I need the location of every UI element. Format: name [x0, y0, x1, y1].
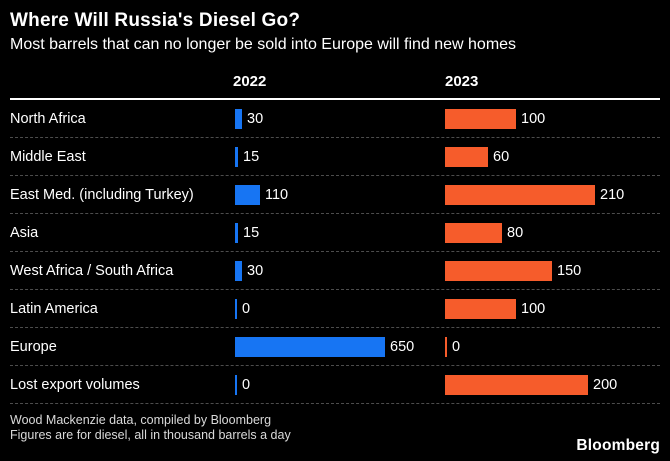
table-row: North Africa 30 100 [10, 100, 660, 138]
bar-2022 [235, 260, 242, 281]
row-label: Asia [10, 224, 39, 241]
bar-cell-2022: 30 [235, 100, 445, 137]
bar-cell-2023: 100 [445, 290, 660, 327]
page-subtitle: Most barrels that can no longer be sold … [10, 36, 517, 53]
bar-2023 [445, 336, 447, 357]
bar-value-2023: 210 [600, 186, 625, 203]
bar-2022 [235, 184, 260, 205]
source-note-line1: Wood Mackenzie data, compiled by Bloombe… [10, 413, 272, 427]
bar-cell-2023: 100 [445, 100, 660, 137]
bar-2022 [235, 108, 242, 129]
table-row: West Africa / South Africa 30 150 [10, 252, 660, 290]
bar-value-2023: 60 [493, 148, 510, 165]
bar-value-2022: 30 [247, 262, 264, 279]
page-title: Where Will Russia's Diesel Go? [10, 10, 301, 31]
bar-cell-2022: 0 [235, 366, 445, 403]
bar-table: North Africa 30 100 Middle East 15 60 Ea… [10, 98, 660, 404]
bar-2023 [445, 222, 502, 243]
bar-cell-2022: 650 [235, 328, 445, 365]
row-label: Europe [10, 338, 57, 355]
row-label: Latin America [10, 300, 98, 317]
bar-2022 [235, 298, 237, 319]
bar-cell-2023: 200 [445, 366, 660, 403]
row-label: West Africa / South Africa [10, 262, 174, 279]
bar-value-2023: 0 [452, 338, 461, 355]
bar-2023 [445, 298, 516, 319]
table-row: Middle East 15 60 [10, 138, 660, 176]
bar-value-2022: 110 [265, 186, 289, 203]
bar-value-2022: 30 [247, 110, 264, 127]
column-headers: 2022 2023 [0, 54, 670, 98]
table-row: Europe 650 0 [10, 328, 660, 366]
bar-value-2022: 15 [243, 148, 260, 165]
bar-cell-2022: 0 [235, 290, 445, 327]
bar-value-2023: 80 [507, 224, 524, 241]
bar-cell-2023: 210 [445, 176, 660, 213]
row-label: Lost export volumes [10, 376, 140, 393]
bar-value-2023: 100 [521, 300, 546, 317]
row-label: East Med. (including Turkey) [10, 186, 194, 203]
bar-value-2023: 150 [557, 262, 582, 279]
bar-2022 [235, 336, 385, 357]
bar-value-2023: 200 [593, 376, 618, 393]
footer: Wood Mackenzie data, compiled by Bloombe… [0, 404, 670, 443]
bar-cell-2023: 60 [445, 138, 660, 175]
bar-cell-2022: 15 [235, 138, 445, 175]
bar-2022 [235, 222, 238, 243]
bar-value-2022: 650 [390, 338, 415, 355]
source-note-line2: Figures are for diesel, all in thousand … [10, 428, 291, 442]
column-header-2023: 2023 [445, 73, 479, 90]
bar-cell-2023: 0 [445, 328, 660, 365]
bar-value-2023: 100 [521, 110, 546, 127]
table-row: Asia 15 80 [10, 214, 660, 252]
table-row: Lost export volumes 0 200 [10, 366, 660, 404]
bar-value-2022: 0 [242, 376, 251, 393]
bar-cell-2022: 30 [235, 252, 445, 289]
bar-value-2022: 0 [242, 300, 251, 317]
bar-cell-2022: 15 [235, 214, 445, 251]
table-row: Latin America 0 100 [10, 290, 660, 328]
bar-cell-2023: 150 [445, 252, 660, 289]
bar-2022 [235, 146, 238, 167]
bar-2023 [445, 260, 552, 281]
row-label: Middle East [10, 148, 86, 165]
column-header-2022: 2022 [233, 73, 267, 90]
bar-2023 [445, 108, 516, 129]
bloomberg-logo: Bloomberg [576, 437, 660, 454]
bar-2023 [445, 374, 588, 395]
bar-2023 [445, 146, 488, 167]
table-row: East Med. (including Turkey) 110 210 [10, 176, 660, 214]
bar-2022 [235, 374, 237, 395]
bar-value-2022: 15 [243, 224, 260, 241]
bar-2023 [445, 184, 595, 205]
row-label: North Africa [10, 110, 86, 127]
bar-cell-2023: 80 [445, 214, 660, 251]
bar-cell-2022: 110 [235, 176, 445, 213]
